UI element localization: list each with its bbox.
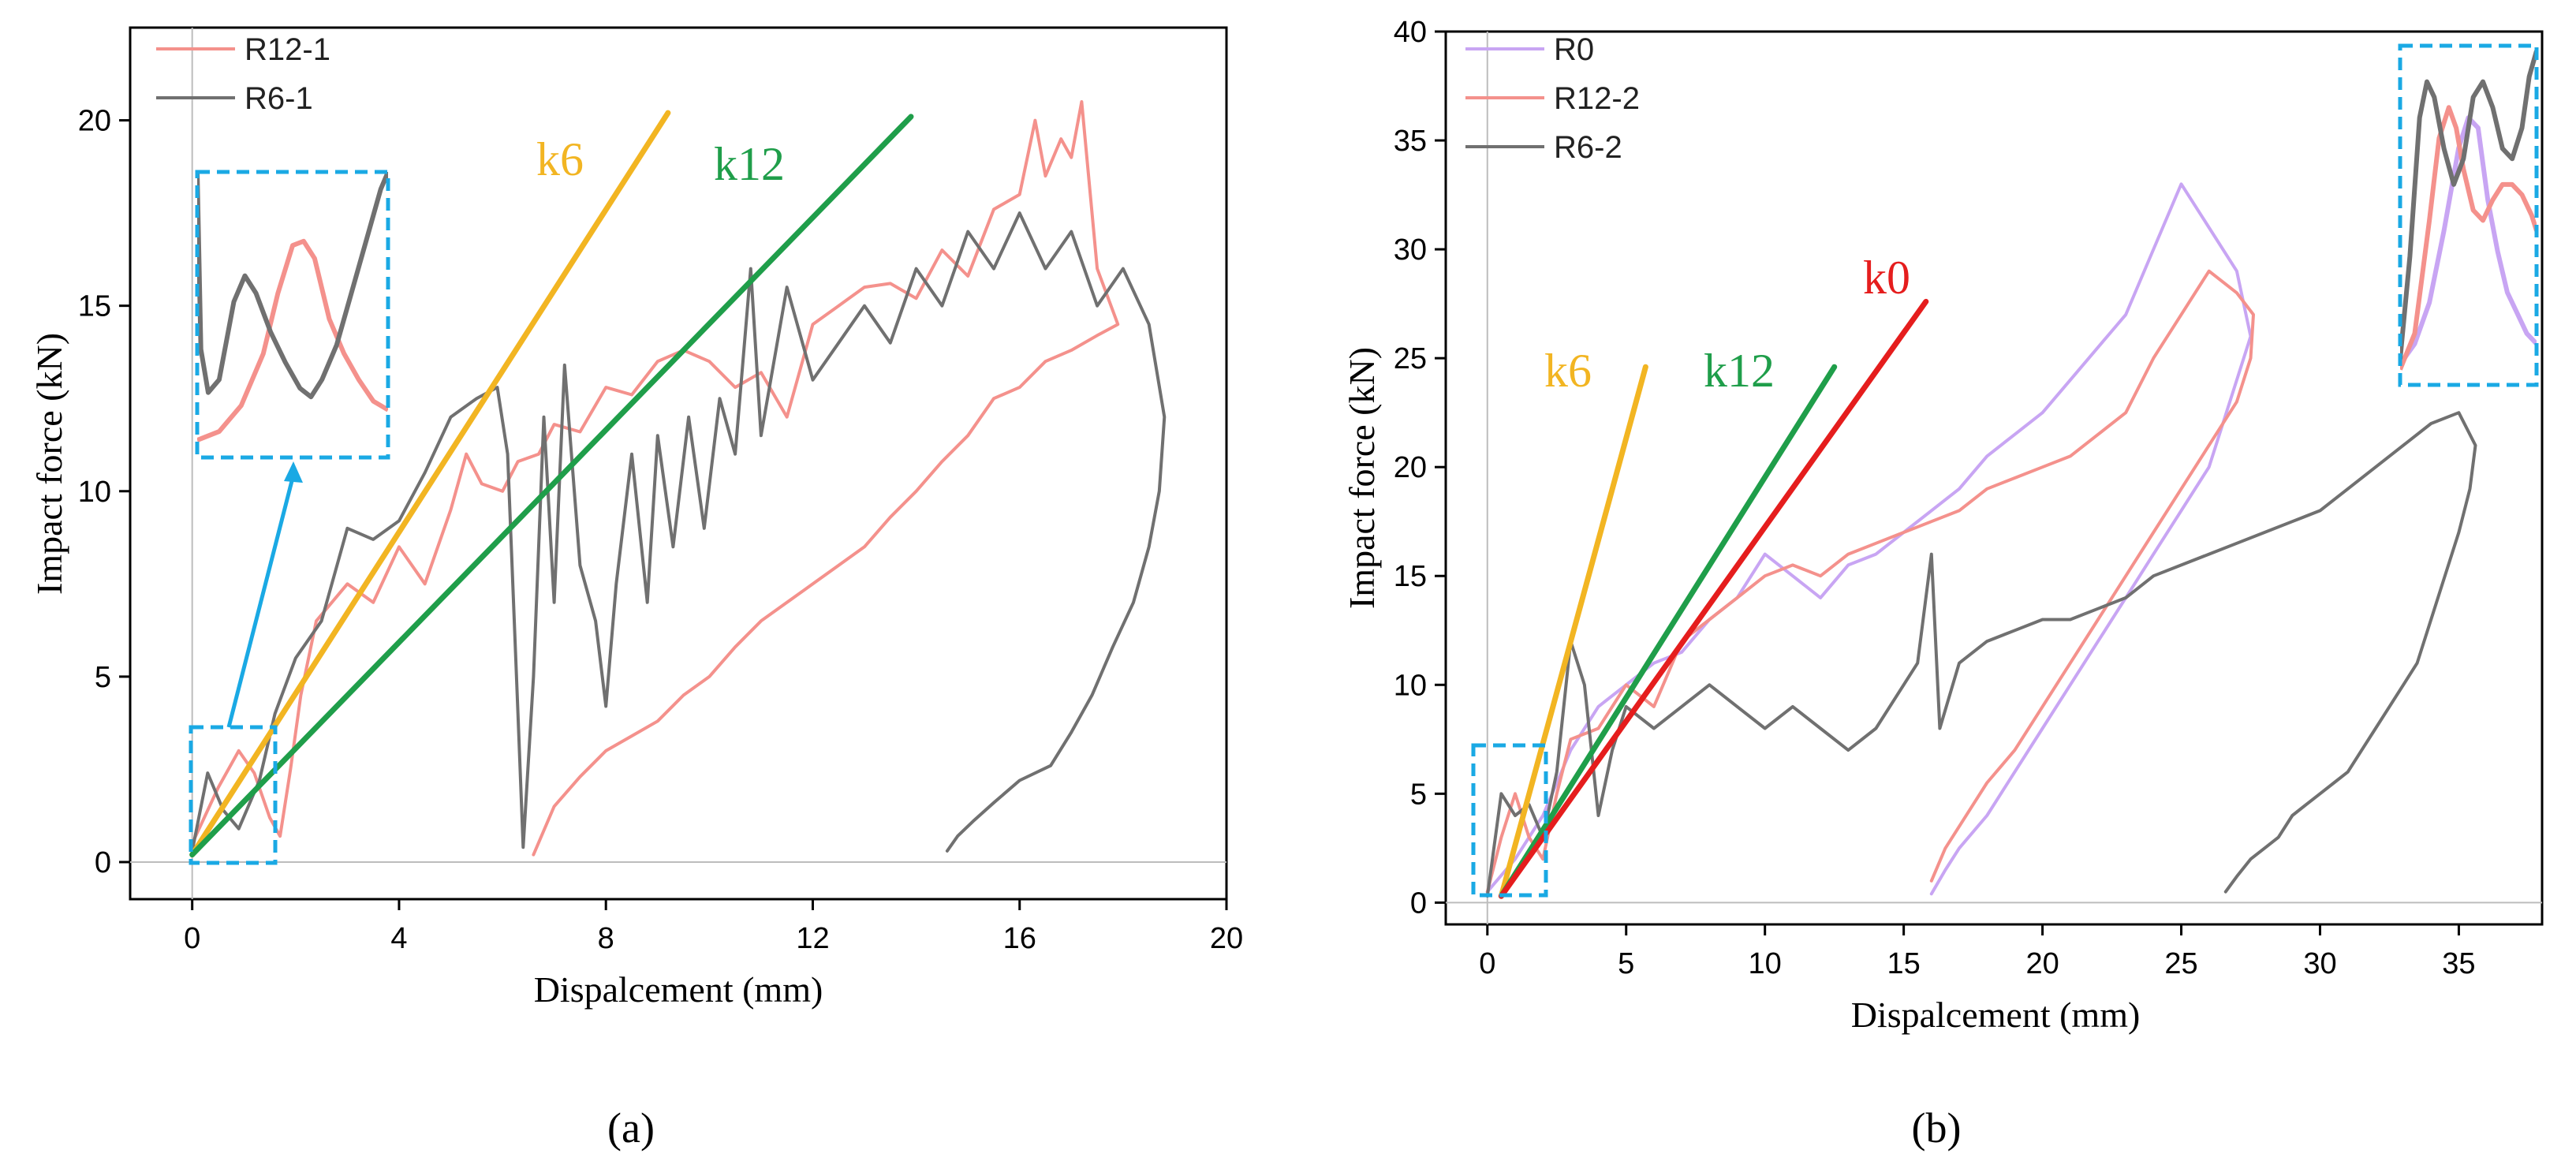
fit-line-label-k0: k0 bbox=[1863, 252, 1910, 304]
zoom-region-a bbox=[189, 725, 278, 865]
x-tick-label: 10 bbox=[1749, 947, 1782, 980]
x-tick-label: 5 bbox=[1618, 947, 1634, 980]
legend-entry-r0: R0 bbox=[1554, 32, 1594, 67]
x-tick-label: 20 bbox=[2025, 947, 2059, 980]
y-tick-label: 0 bbox=[95, 846, 111, 879]
fit-line-label-k12: k12 bbox=[714, 138, 785, 190]
y-tick-label: 10 bbox=[78, 476, 111, 509]
y-tick-label: 35 bbox=[1394, 125, 1427, 158]
zoom-arrow-a bbox=[226, 474, 296, 728]
x-tick-label: 16 bbox=[1003, 922, 1036, 955]
chart-panel-b: k6 k12 k0 0 5 10 15 20 25 30 35 0 5 10 15 20 25 30 35 40 R… bbox=[1342, 16, 2544, 1152]
panel-label-a: (a) bbox=[607, 1104, 655, 1152]
inset-line-r6-2 bbox=[2400, 50, 2537, 360]
y-tick-label: 20 bbox=[1394, 451, 1427, 484]
y-tick-label: 20 bbox=[78, 105, 111, 138]
series-line-r6-2 bbox=[1485, 411, 2477, 898]
legend-entry-r6-2: R6-2 bbox=[1554, 130, 1622, 165]
inset-frame-b bbox=[2398, 43, 2539, 387]
x-tick-label: 12 bbox=[796, 922, 829, 955]
series-line-k0 bbox=[1498, 298, 1929, 899]
zoom-region-b bbox=[1471, 743, 1548, 898]
legend-entry-r6-1: R6-1 bbox=[245, 81, 313, 116]
legend-entry-r12-1: R12-1 bbox=[245, 32, 330, 67]
series-line-r12-1 bbox=[190, 100, 1120, 857]
y-tick-label: 25 bbox=[1394, 342, 1427, 375]
x-tick-label: 25 bbox=[2164, 947, 2197, 980]
y-tick-label: 30 bbox=[1394, 233, 1427, 267]
fit-line-label-k6: k6 bbox=[536, 133, 584, 185]
series-group-b: k6 k12 k0 bbox=[1446, 32, 2542, 924]
y-tick-label: 5 bbox=[95, 661, 111, 694]
legend-entry-r12-2: R12-2 bbox=[1554, 81, 1640, 116]
inset-line-r12-2 bbox=[2400, 105, 2537, 371]
x-tick-label: 4 bbox=[390, 922, 407, 955]
series-line-k12 bbox=[1498, 364, 1838, 899]
chart-panel-a: k6 k12 0 4 8 12 16 20 0 5 10 15 20 R12-1 R6-1 Dispal… bbox=[29, 26, 1243, 1152]
plot-frame-a bbox=[129, 26, 1228, 901]
y-axis-label-b: Impact force (kN) bbox=[1342, 347, 1382, 609]
x-tick-label: 30 bbox=[2303, 947, 2336, 980]
ticks-a: 0 4 8 12 16 20 0 5 10 15 20 bbox=[78, 105, 1243, 955]
x-axis-label-b: Dispalcement (mm) bbox=[1851, 995, 2141, 1035]
series-line-r12-2 bbox=[1485, 269, 2255, 894]
legend-a: R12-1 R6-1 bbox=[156, 32, 330, 116]
series-group-a: k6 k12 bbox=[130, 28, 1226, 899]
x-tick-label: 15 bbox=[1887, 947, 1920, 980]
zoom-arrowhead-a bbox=[284, 461, 303, 483]
inset-line-r0 bbox=[2400, 115, 2537, 366]
fit-line-label-k6: k6 bbox=[1544, 345, 1592, 397]
inset-line-r12-1 bbox=[197, 238, 388, 442]
y-axis-label-a: Impact force (kN) bbox=[29, 333, 69, 595]
series-line-r0 bbox=[1485, 182, 2253, 896]
x-tick-label: 0 bbox=[1479, 947, 1495, 980]
series-line-k12 bbox=[189, 114, 914, 858]
legend-b: R0 R12-2 R6-2 bbox=[1465, 32, 1640, 165]
x-tick-label: 20 bbox=[1210, 922, 1243, 955]
inset-line-r6-1 bbox=[197, 172, 388, 400]
ticks-b: 0 5 10 15 20 25 30 35 0 5 10 15 20 25 30 35 40 bbox=[1394, 16, 2476, 980]
inset-b bbox=[2400, 46, 2537, 385]
plot-frame-b bbox=[1444, 30, 2544, 926]
inset-a bbox=[197, 172, 388, 457]
series-line-k6 bbox=[189, 110, 671, 858]
x-tick-label: 0 bbox=[184, 922, 200, 955]
y-tick-label: 5 bbox=[1410, 778, 1427, 811]
fit-line-label-k12: k12 bbox=[1704, 345, 1775, 397]
series-line-r6-1 bbox=[190, 211, 1167, 853]
inset-background bbox=[197, 172, 388, 457]
inset-frame-a bbox=[195, 170, 390, 460]
panel-label-b: (b) bbox=[1912, 1104, 1962, 1152]
x-axis-label-a: Dispalcement (mm) bbox=[534, 969, 823, 1010]
series-line-k6 bbox=[1498, 364, 1648, 899]
y-tick-label: 15 bbox=[1394, 560, 1427, 593]
y-tick-label: 15 bbox=[78, 290, 111, 323]
y-tick-label: 10 bbox=[1394, 669, 1427, 702]
x-tick-label: 8 bbox=[598, 922, 614, 955]
y-tick-label: 0 bbox=[1410, 887, 1427, 920]
y-tick-label: 40 bbox=[1394, 16, 1427, 49]
x-tick-label: 35 bbox=[2442, 947, 2475, 980]
